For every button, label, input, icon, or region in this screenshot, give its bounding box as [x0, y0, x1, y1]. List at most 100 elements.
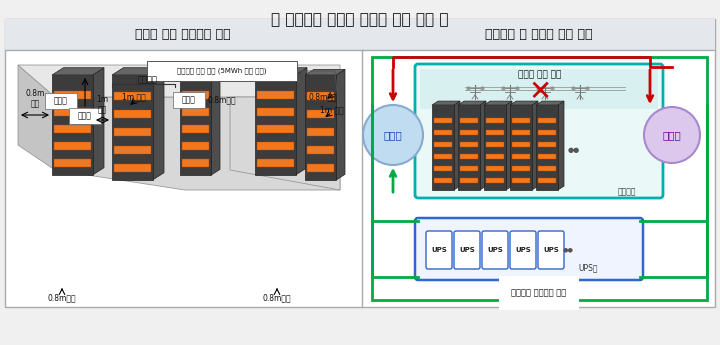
FancyBboxPatch shape	[486, 178, 504, 183]
FancyBboxPatch shape	[512, 166, 530, 171]
Polygon shape	[211, 69, 220, 175]
FancyBboxPatch shape	[460, 178, 478, 183]
FancyBboxPatch shape	[182, 108, 210, 116]
Polygon shape	[480, 101, 486, 190]
FancyBboxPatch shape	[538, 231, 564, 269]
Polygon shape	[532, 101, 538, 190]
Polygon shape	[454, 101, 460, 190]
Text: 전력선 포설 금지: 전력선 포설 금지	[518, 70, 562, 79]
FancyBboxPatch shape	[307, 146, 334, 154]
FancyBboxPatch shape	[182, 125, 210, 133]
Polygon shape	[296, 68, 307, 175]
FancyBboxPatch shape	[460, 118, 478, 123]
Circle shape	[644, 107, 700, 163]
Polygon shape	[458, 101, 486, 105]
FancyBboxPatch shape	[538, 130, 556, 135]
FancyBboxPatch shape	[538, 166, 556, 171]
Polygon shape	[255, 68, 307, 75]
Text: ✕: ✕	[528, 78, 552, 106]
FancyBboxPatch shape	[114, 164, 150, 171]
Text: 0.8m이상: 0.8m이상	[48, 294, 76, 303]
FancyBboxPatch shape	[54, 125, 91, 133]
FancyBboxPatch shape	[512, 130, 530, 135]
Polygon shape	[52, 68, 104, 75]
FancyBboxPatch shape	[538, 142, 556, 147]
Text: 배터리 적정 이격거리 확보: 배터리 적정 이격거리 확보	[135, 28, 231, 40]
Text: 서버실: 서버실	[384, 130, 402, 140]
FancyBboxPatch shape	[434, 130, 452, 135]
Polygon shape	[510, 105, 532, 190]
FancyBboxPatch shape	[257, 108, 294, 116]
FancyBboxPatch shape	[434, 118, 452, 123]
FancyBboxPatch shape	[5, 19, 362, 50]
Polygon shape	[153, 68, 164, 180]
Text: UPS: UPS	[459, 247, 475, 253]
Text: ●●: ●●	[562, 247, 574, 253]
FancyBboxPatch shape	[362, 19, 715, 50]
Polygon shape	[230, 97, 340, 190]
Polygon shape	[336, 69, 345, 180]
FancyBboxPatch shape	[434, 178, 452, 183]
FancyBboxPatch shape	[460, 166, 478, 171]
FancyBboxPatch shape	[460, 130, 478, 135]
Text: UPS: UPS	[431, 247, 447, 253]
Text: UPS: UPS	[515, 247, 531, 253]
Polygon shape	[458, 105, 480, 190]
Polygon shape	[305, 69, 345, 75]
FancyBboxPatch shape	[307, 92, 334, 100]
FancyBboxPatch shape	[512, 118, 530, 123]
Polygon shape	[484, 101, 512, 105]
FancyBboxPatch shape	[460, 154, 478, 159]
Polygon shape	[52, 75, 93, 175]
Polygon shape	[558, 101, 564, 190]
Polygon shape	[506, 101, 512, 190]
FancyBboxPatch shape	[486, 166, 504, 171]
FancyBboxPatch shape	[510, 231, 536, 269]
FancyBboxPatch shape	[415, 64, 663, 198]
Text: 후면부: 후면부	[54, 97, 68, 106]
FancyBboxPatch shape	[434, 166, 452, 171]
FancyBboxPatch shape	[114, 146, 150, 154]
FancyBboxPatch shape	[538, 118, 556, 123]
FancyBboxPatch shape	[420, 69, 658, 109]
FancyBboxPatch shape	[426, 231, 452, 269]
FancyBboxPatch shape	[257, 125, 294, 133]
Polygon shape	[432, 101, 460, 105]
Text: 1m
이상: 1m 이상	[96, 95, 108, 114]
FancyBboxPatch shape	[114, 92, 150, 100]
Polygon shape	[112, 68, 164, 75]
FancyBboxPatch shape	[454, 231, 480, 269]
Text: 내화구조 격벽 설치 (5MWh 이하 단위): 내화구조 격벽 설치 (5MWh 이하 단위)	[177, 68, 266, 74]
Circle shape	[363, 105, 423, 165]
FancyBboxPatch shape	[5, 19, 715, 307]
Polygon shape	[510, 101, 538, 105]
Text: 배터리랙: 배터리랙	[138, 75, 158, 84]
Polygon shape	[93, 68, 104, 175]
FancyBboxPatch shape	[173, 92, 205, 108]
FancyBboxPatch shape	[538, 178, 556, 183]
Text: ●●: ●●	[568, 147, 580, 153]
FancyBboxPatch shape	[434, 142, 452, 147]
FancyBboxPatch shape	[45, 93, 77, 109]
FancyBboxPatch shape	[114, 128, 150, 136]
Polygon shape	[484, 105, 506, 190]
Text: 배터리실 내 전력선 포설 금지: 배터리실 내 전력선 포설 금지	[485, 28, 593, 40]
Text: 〈 배터리실 구조적 안정성 확보 예시 〉: 〈 배터리실 구조적 안정성 확보 예시 〉	[271, 12, 449, 27]
Polygon shape	[255, 75, 296, 175]
FancyBboxPatch shape	[486, 142, 504, 147]
Text: 전기실: 전기실	[662, 130, 681, 140]
FancyBboxPatch shape	[512, 142, 530, 147]
Text: 0.8m
이상: 0.8m 이상	[25, 89, 45, 108]
FancyBboxPatch shape	[512, 178, 530, 183]
Text: 0.8m이상: 0.8m이상	[263, 294, 292, 303]
FancyBboxPatch shape	[482, 231, 508, 269]
FancyBboxPatch shape	[182, 91, 210, 99]
FancyBboxPatch shape	[415, 218, 643, 280]
Text: 1m 이상: 1m 이상	[122, 92, 145, 101]
Polygon shape	[180, 69, 220, 75]
Text: 0.8m이상: 0.8m이상	[207, 96, 235, 105]
FancyBboxPatch shape	[434, 154, 452, 159]
Polygon shape	[18, 65, 340, 97]
Polygon shape	[536, 101, 564, 105]
FancyBboxPatch shape	[54, 108, 91, 116]
